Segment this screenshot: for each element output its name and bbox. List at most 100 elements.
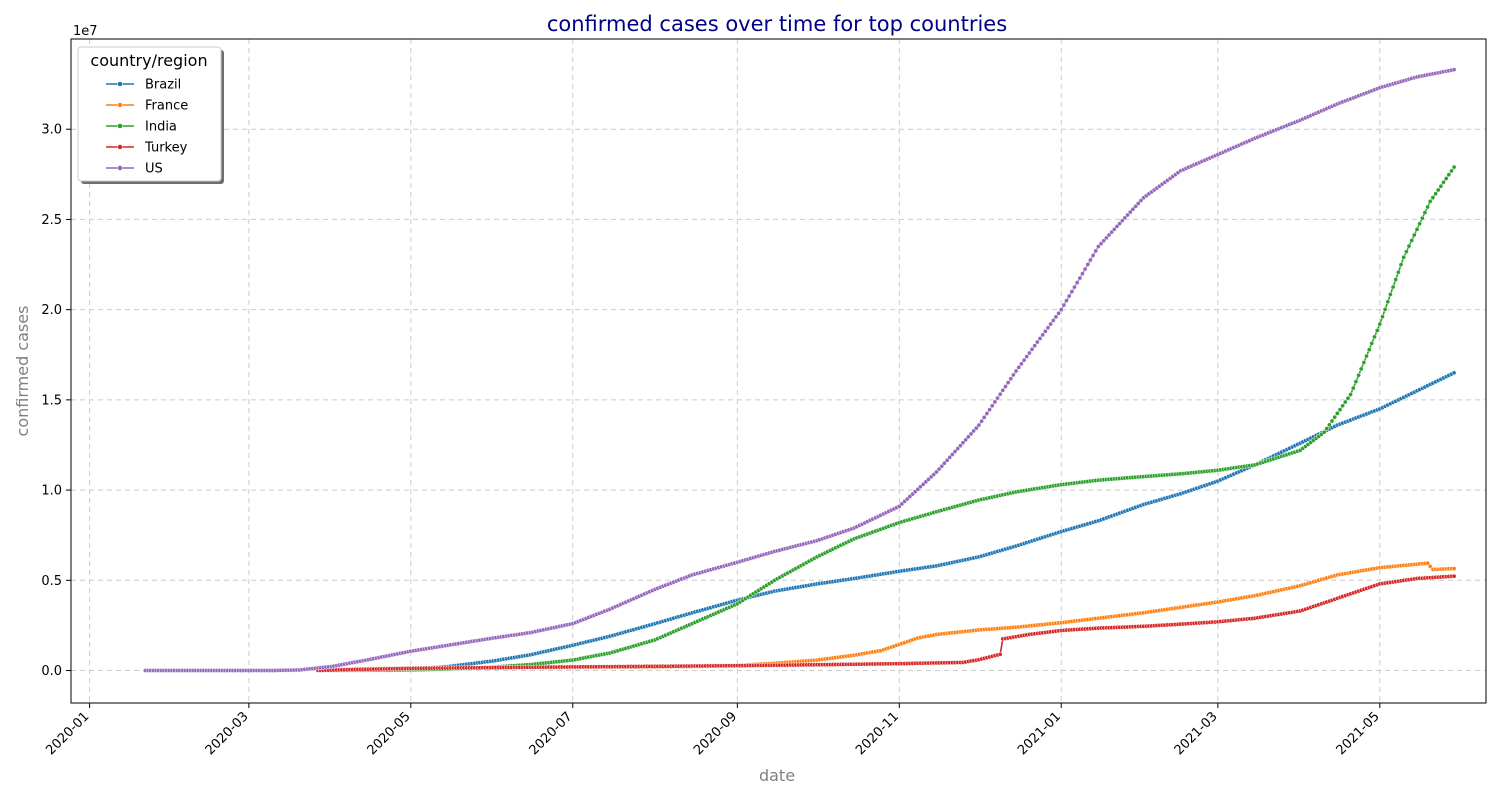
data-point-india bbox=[1449, 168, 1454, 174]
data-point-france bbox=[1425, 560, 1430, 566]
data-point-us bbox=[1003, 384, 1008, 389]
x-axis-label: date bbox=[759, 766, 795, 785]
data-point-us bbox=[1024, 354, 1030, 359]
y-tick-label: 2.5 bbox=[41, 213, 62, 228]
data-point-india bbox=[1382, 306, 1388, 312]
data-point-us bbox=[1021, 357, 1027, 363]
data-point-us bbox=[1061, 302, 1067, 308]
data-point-us bbox=[1058, 307, 1064, 313]
data-point-turkey bbox=[997, 651, 1003, 657]
data-point-india bbox=[1321, 429, 1327, 435]
y-tick-label: 0.0 bbox=[41, 664, 62, 679]
data-point-us bbox=[992, 399, 998, 405]
data-point-us bbox=[1056, 310, 1061, 316]
data-point-us bbox=[995, 395, 1000, 401]
data-point-us bbox=[1135, 201, 1141, 206]
data-point-us bbox=[963, 437, 969, 443]
data-point-us bbox=[968, 431, 974, 437]
data-point-india bbox=[1446, 172, 1452, 178]
data-point-us bbox=[1042, 328, 1048, 334]
data-point-india bbox=[1369, 340, 1375, 346]
data-point-us bbox=[1127, 209, 1133, 215]
series-india bbox=[315, 164, 1457, 673]
data-point-india bbox=[1345, 395, 1351, 401]
data-point-us bbox=[942, 460, 947, 466]
data-point-us bbox=[950, 452, 955, 457]
legend: country/region Brazil France India Turkey US bbox=[77, 46, 224, 184]
data-point-india bbox=[1401, 254, 1407, 260]
data-point-india bbox=[1441, 179, 1446, 185]
data-point-india bbox=[1337, 407, 1343, 412]
data-point-us bbox=[1050, 318, 1056, 323]
data-point-india bbox=[1385, 299, 1391, 305]
data-point-india bbox=[1417, 221, 1422, 227]
data-point-us bbox=[947, 455, 953, 460]
data-point-us bbox=[1109, 229, 1115, 235]
data-point-us bbox=[973, 425, 979, 431]
data-point-us bbox=[1088, 257, 1093, 263]
series-us bbox=[142, 67, 1457, 673]
chart-title: confirmed cases over time for top countr… bbox=[547, 12, 1007, 36]
data-point-us bbox=[1045, 325, 1051, 331]
data-point-us bbox=[1034, 339, 1040, 345]
data-point-us bbox=[1104, 235, 1109, 241]
y-axis-label: confirmed cases bbox=[13, 306, 32, 437]
data-point-india bbox=[1390, 284, 1396, 290]
data-point-india bbox=[1435, 187, 1441, 193]
legend-label: France bbox=[145, 99, 188, 114]
data-point-india bbox=[1377, 321, 1383, 327]
data-point-us bbox=[1130, 206, 1136, 212]
data-point-india bbox=[1361, 360, 1367, 365]
data-point-us bbox=[960, 440, 966, 446]
data-point-us bbox=[1074, 280, 1080, 285]
data-point-us bbox=[987, 407, 992, 413]
data-point-india bbox=[1332, 414, 1338, 420]
data-point-us bbox=[1027, 350, 1032, 356]
series-turkey bbox=[315, 573, 1457, 673]
data-point-india bbox=[1356, 372, 1361, 378]
data-point-us bbox=[936, 466, 942, 472]
y-tick-label: 3.0 bbox=[41, 123, 62, 138]
data-point-india bbox=[1393, 277, 1399, 282]
legend-label: India bbox=[145, 120, 177, 135]
legend-item-turkey: Turkey bbox=[106, 141, 188, 156]
data-point-us bbox=[1117, 221, 1122, 226]
data-point-india bbox=[1419, 215, 1425, 221]
data-point-us bbox=[989, 403, 995, 409]
data-point-india bbox=[1438, 183, 1444, 189]
data-point-us bbox=[971, 428, 976, 434]
data-point-us bbox=[1066, 293, 1072, 299]
data-point-us bbox=[1101, 238, 1107, 244]
data-point-us bbox=[1106, 232, 1112, 238]
data-point-us bbox=[981, 415, 987, 420]
legend-marker bbox=[117, 123, 123, 129]
data-point-us bbox=[1133, 204, 1138, 209]
data-point-brazil bbox=[1451, 370, 1457, 376]
data-point-india bbox=[1388, 292, 1393, 297]
data-point-us bbox=[1048, 321, 1053, 327]
data-point-us bbox=[1090, 253, 1096, 258]
data-point-us bbox=[965, 434, 971, 440]
data-point-us bbox=[1111, 226, 1117, 232]
data-point-france bbox=[1451, 566, 1457, 571]
data-point-us bbox=[1451, 67, 1457, 73]
data-point-us bbox=[1008, 376, 1014, 382]
data-point-us bbox=[1119, 218, 1125, 224]
data-point-us bbox=[1093, 248, 1099, 254]
data-point-us bbox=[1000, 387, 1006, 393]
data-point-us bbox=[1077, 275, 1083, 281]
data-point-india bbox=[1433, 191, 1438, 197]
data-point-us bbox=[984, 411, 990, 416]
data-point-us bbox=[939, 463, 945, 469]
data-point-us bbox=[1072, 284, 1077, 290]
data-point-india bbox=[1324, 426, 1330, 431]
data-point-us bbox=[979, 418, 984, 424]
data-point-us bbox=[1125, 212, 1130, 218]
legend-item-brazil: Brazil bbox=[106, 78, 181, 93]
legend-label: Brazil bbox=[145, 78, 181, 93]
data-point-us bbox=[1082, 266, 1088, 272]
data-point-us bbox=[997, 391, 1003, 397]
data-point-india bbox=[1380, 314, 1385, 320]
data-point-us bbox=[1016, 365, 1022, 370]
